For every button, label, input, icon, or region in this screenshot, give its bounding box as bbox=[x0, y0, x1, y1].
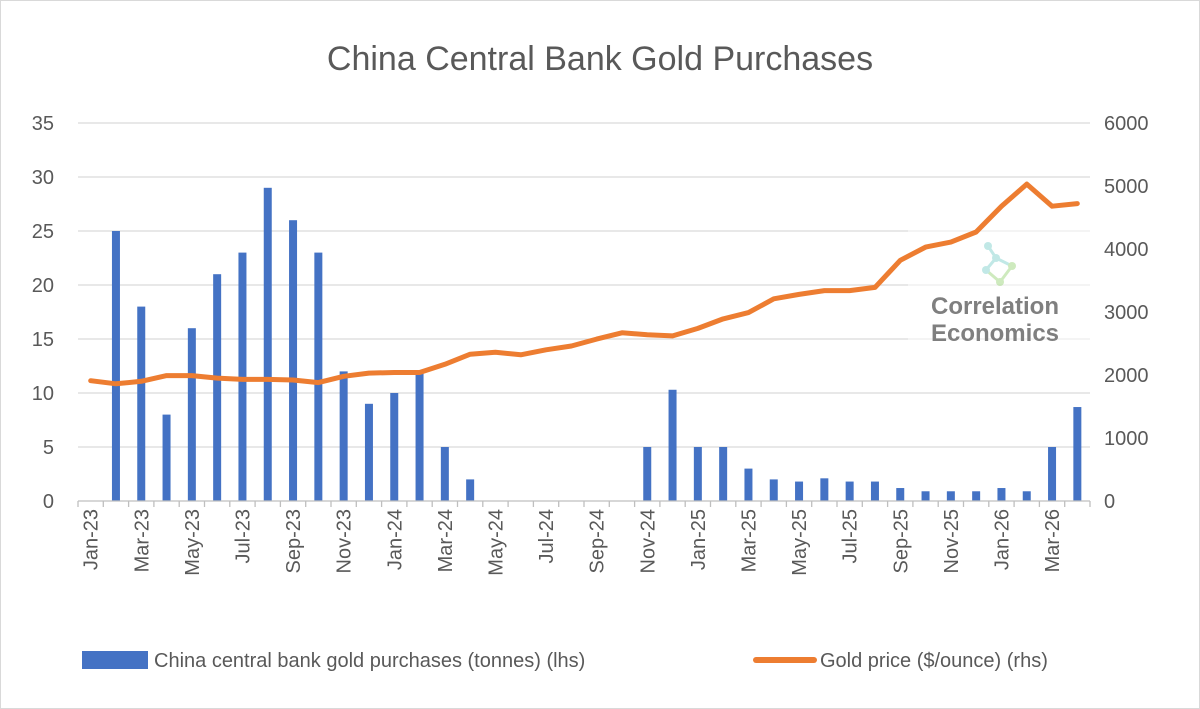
axes: 0 5 10 15 20 25 30 35 0 1000 2000 3000 4000 5000 6000 J… bbox=[32, 113, 1149, 576]
legend-line-label: Gold price ($/ounce) (rhs) bbox=[820, 650, 1048, 672]
x-tick-label: Mar-24 bbox=[435, 509, 457, 572]
bar-Oct-23 bbox=[314, 252, 323, 501]
bar-Mar-25 bbox=[744, 468, 753, 501]
x-tick-label: Jul-25 bbox=[840, 509, 862, 563]
gold-price-line bbox=[88, 181, 1080, 387]
bar-Jun-25 bbox=[820, 478, 829, 501]
bar-Nov-24 bbox=[643, 447, 652, 501]
bar-Jul-25 bbox=[845, 481, 854, 501]
bar-Sep-25 bbox=[896, 488, 905, 501]
legend-bar-label: China central bank gold purchases (tonne… bbox=[154, 650, 585, 672]
y-right-tick-label: 3000 bbox=[1104, 302, 1149, 324]
bar-Aug-23 bbox=[263, 187, 272, 502]
y-left-tick-label: 30 bbox=[32, 167, 54, 189]
y-left-tick-label: 15 bbox=[32, 329, 54, 351]
x-tick-label: Sep-24 bbox=[587, 509, 609, 574]
bar-Apr-26 bbox=[1073, 407, 1082, 501]
watermark: Correlation Economics bbox=[908, 212, 1090, 382]
bar-Nov-23 bbox=[339, 371, 348, 501]
y-right-tick-label: 5000 bbox=[1104, 176, 1149, 198]
watermark-line1: Correlation bbox=[931, 293, 1059, 320]
bar-Feb-23 bbox=[111, 231, 120, 501]
bar-Aug-25 bbox=[870, 481, 879, 501]
x-tick-label: Nov-24 bbox=[637, 509, 659, 573]
x-tick-label: Sep-23 bbox=[283, 509, 305, 574]
x-tick-label: Mar-25 bbox=[738, 509, 760, 572]
y-left-tick-label: 35 bbox=[32, 113, 54, 135]
bar-Jun-23 bbox=[213, 274, 222, 501]
bar-Sep-23 bbox=[289, 220, 298, 501]
bar-series bbox=[111, 187, 1082, 502]
x-tick-label: May-23 bbox=[182, 509, 204, 576]
bar-Jul-23 bbox=[238, 252, 247, 501]
bar-Jan-26 bbox=[997, 488, 1006, 501]
y-left-tick-label: 20 bbox=[32, 275, 54, 297]
x-tick-label: Nov-25 bbox=[941, 509, 963, 573]
watermark-background bbox=[908, 212, 1090, 382]
y-right-tick-label: 0 bbox=[1104, 491, 1115, 513]
x-tick-label: Jan-26 bbox=[991, 509, 1013, 570]
x-tick-label: May-25 bbox=[789, 509, 811, 576]
gridlines bbox=[78, 122, 1090, 448]
y-right-tick-label: 2000 bbox=[1104, 365, 1149, 387]
y-right-tick-label: 1000 bbox=[1104, 428, 1149, 450]
bar-Feb-24 bbox=[415, 371, 424, 501]
bar-May-23 bbox=[187, 328, 196, 501]
legend-bar-swatch bbox=[82, 651, 148, 669]
legend: China central bank gold purchases (tonne… bbox=[82, 650, 1048, 672]
chart-title: China Central Bank Gold Purchases bbox=[327, 40, 873, 78]
x-tick-label: May-24 bbox=[485, 509, 507, 576]
line-series bbox=[88, 181, 1080, 387]
x-tick-label: Jan-23 bbox=[81, 509, 103, 570]
x-tick-label: Nov-23 bbox=[334, 509, 356, 573]
y-left-tick-label: 10 bbox=[32, 383, 54, 405]
y-left-tick-label: 25 bbox=[32, 221, 54, 243]
bar-Dec-24 bbox=[668, 389, 677, 501]
y-right-tick-label: 6000 bbox=[1104, 113, 1149, 135]
molecule-logo-icon bbox=[982, 242, 1016, 286]
y-right-tick-label: 4000 bbox=[1104, 239, 1149, 261]
x-tick-label: Jan-25 bbox=[688, 509, 710, 570]
bar-Dec-23 bbox=[364, 403, 373, 501]
bar-Apr-24 bbox=[466, 479, 475, 501]
bar-Apr-25 bbox=[769, 479, 778, 501]
y-left-tick-label: 5 bbox=[43, 437, 54, 459]
x-tick-label: Jul-24 bbox=[536, 509, 558, 563]
bar-Jan-25 bbox=[693, 447, 702, 501]
x-tick-label: Jan-24 bbox=[384, 509, 406, 570]
y-left-tick-label: 0 bbox=[43, 491, 54, 513]
x-tick-label: Mar-26 bbox=[1042, 509, 1064, 572]
bar-Mar-26 bbox=[1048, 447, 1057, 501]
x-tick-label: Jul-23 bbox=[232, 509, 254, 563]
bar-May-25 bbox=[795, 481, 804, 501]
bar-Jan-24 bbox=[390, 393, 399, 501]
bar-Mar-24 bbox=[440, 447, 449, 501]
bar-Apr-23 bbox=[162, 414, 171, 501]
watermark-line2: Economics bbox=[931, 320, 1059, 347]
bar-Feb-25 bbox=[719, 447, 728, 501]
bar-Oct-25 bbox=[921, 491, 930, 501]
x-tick-label: Mar-23 bbox=[131, 509, 153, 572]
bar-Dec-25 bbox=[972, 491, 981, 501]
x-tick-label: Sep-25 bbox=[890, 509, 912, 574]
bar-Feb-26 bbox=[1022, 491, 1031, 501]
bar-Nov-25 bbox=[946, 491, 955, 501]
bar-Mar-23 bbox=[137, 306, 146, 501]
